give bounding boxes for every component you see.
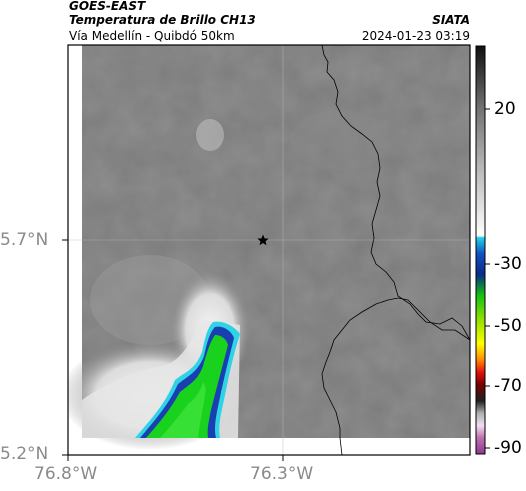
colorbar-label: -50 xyxy=(494,316,522,336)
lat-label-5-2: 5.2°N xyxy=(0,444,49,464)
colorbar-label: -90 xyxy=(494,438,522,458)
product-title: Temperatura de Brillo CH13 xyxy=(69,13,256,27)
colorbar xyxy=(475,45,486,455)
lon-label-76-8: 76.8°W xyxy=(34,464,98,484)
satellite-name: GOES-EAST xyxy=(69,0,146,13)
border-line xyxy=(321,45,470,341)
region-label: Vía Medellín - Quibdó 50km xyxy=(69,29,235,43)
colorbar-label: -70 xyxy=(494,376,522,396)
cold-cloud-green xyxy=(146,335,228,438)
border-line-2 xyxy=(321,297,470,438)
datetime-label: 2024-01-23 03:19 xyxy=(361,29,470,43)
star-icon xyxy=(257,234,269,246)
satellite-image xyxy=(68,45,470,455)
agency-name: SIATA xyxy=(432,13,470,27)
lat-label-5-7: 5.7°N xyxy=(0,230,49,250)
lon-label-76-3: 76.3°W xyxy=(250,464,314,484)
plot-frame xyxy=(67,44,471,456)
colorbar-label: -30 xyxy=(494,254,522,274)
colorbar-label: 20 xyxy=(494,99,516,119)
